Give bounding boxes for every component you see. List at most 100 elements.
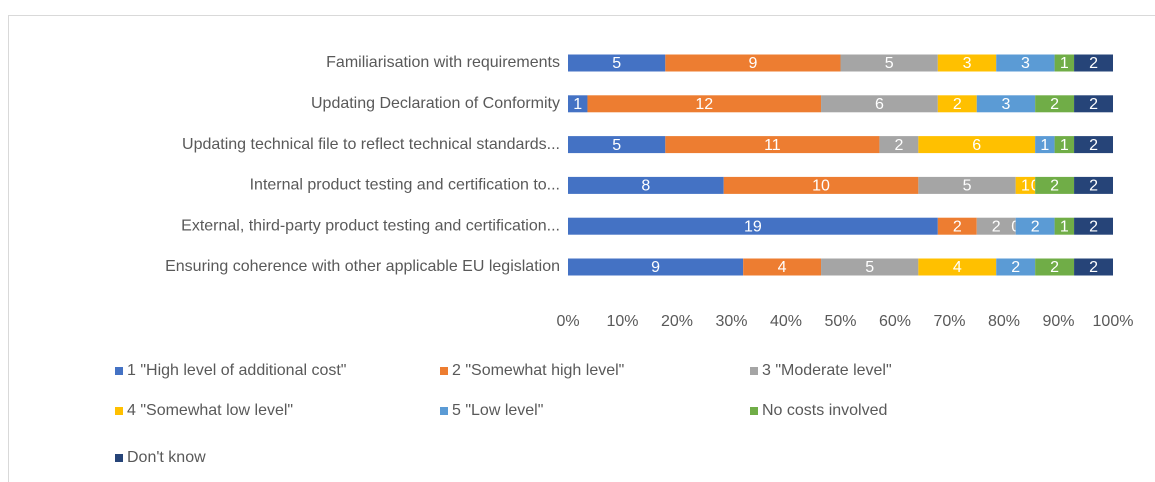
bar-segment (568, 95, 588, 113)
data-label: 1 (1040, 137, 1049, 154)
bar-segment (918, 258, 997, 276)
legend-label: No costs involved (762, 402, 887, 419)
data-label: 2 (1089, 178, 1098, 195)
data-label: 2 (1011, 259, 1020, 276)
data-label: 9 (651, 259, 660, 276)
x-tick-label: 0% (556, 313, 579, 330)
data-label: 12 (695, 96, 713, 113)
legend-swatch (115, 454, 123, 462)
data-label: 5 (885, 55, 894, 72)
bar-segment (1035, 176, 1075, 194)
legend-label: 4 "Somewhat low level" (127, 402, 293, 419)
bar-segment (996, 258, 1036, 276)
legend-swatch (440, 407, 448, 415)
x-tick-label: 100% (1093, 313, 1134, 330)
data-label: 5 (612, 137, 621, 154)
data-label: 2 (1089, 96, 1098, 113)
data-label: 1 (1060, 55, 1069, 72)
data-label: 8 (641, 178, 650, 195)
data-label: 2 (1050, 96, 1059, 113)
bar-segment (976, 95, 1036, 113)
x-tick-label: 60% (879, 313, 911, 330)
bar-segment (587, 95, 822, 113)
data-label: 6 (972, 137, 981, 154)
x-tick-label: 70% (933, 313, 965, 330)
bar-segment (1035, 136, 1055, 154)
category-label: Familiarisation with requirements (326, 54, 560, 71)
bar-segment (937, 95, 977, 113)
x-tick-label: 20% (661, 313, 693, 330)
legend-label: 3 "Moderate level" (762, 362, 892, 379)
bar-segment (937, 54, 997, 72)
chart-frame (8, 15, 1155, 482)
legend-label: 5 "Low level" (452, 402, 543, 419)
data-label: 5 (612, 55, 621, 72)
bar-segment (1074, 54, 1113, 72)
legend-swatch (440, 367, 448, 375)
data-label: 2 (953, 218, 962, 235)
data-label: 3 (963, 55, 972, 72)
category-label: Updating Declaration of Conformity (311, 95, 560, 112)
bar-segment (568, 217, 938, 235)
bar-segment (1074, 176, 1113, 194)
bar-segment (743, 258, 822, 276)
legend-label: Don't know (127, 449, 206, 466)
bar-segment (879, 136, 919, 154)
x-tick-label: 40% (770, 313, 802, 330)
data-label: 2 (1050, 259, 1059, 276)
data-label: 2 (992, 218, 1001, 235)
data-label: 2 (1089, 259, 1098, 276)
bar-segment (1015, 217, 1055, 235)
data-label: 4 (953, 259, 962, 276)
data-label: 3 (1021, 55, 1030, 72)
data-label: 1 (1060, 218, 1069, 235)
bar-segment (1035, 95, 1075, 113)
legend-label: 1 "High level of additional cost" (127, 362, 346, 379)
data-label: 3 (1001, 96, 1010, 113)
data-label: 19 (744, 218, 762, 235)
bar-segment (1054, 217, 1075, 235)
bar-segment (568, 258, 744, 276)
data-label: 2 (953, 96, 962, 113)
data-label: 11 (764, 137, 781, 154)
bar-segment (976, 217, 1016, 235)
data-label: 1 (573, 96, 582, 113)
data-label: 2 (1089, 137, 1098, 154)
data-label: 2 (894, 137, 903, 154)
bar-segment (918, 136, 1036, 154)
data-label: 2 (1089, 218, 1098, 235)
x-tick-label: 90% (1042, 313, 1074, 330)
x-tick-label: 80% (988, 313, 1020, 330)
bar-segment (840, 54, 938, 72)
bar-segment (1015, 176, 1036, 194)
bar-segment (821, 258, 919, 276)
category-label: External, third-party product testing an… (181, 217, 560, 234)
legend-label: 2 "Somewhat high level" (452, 362, 624, 379)
bar-segment (723, 176, 919, 194)
bar-segment (665, 54, 841, 72)
legend-swatch (750, 407, 758, 415)
data-label: 9 (748, 55, 757, 72)
category-label: Internal product testing and certificati… (250, 177, 560, 194)
bar-segment (821, 95, 938, 113)
data-label: 4 (778, 259, 787, 276)
data-label: 6 (875, 96, 884, 113)
data-label: 1 (1021, 178, 1030, 195)
bar-segment (1054, 54, 1075, 72)
bar-segment (918, 176, 1016, 194)
bar-segment (1074, 258, 1113, 276)
data-label: 1 (1060, 137, 1069, 154)
bar-segment (568, 176, 724, 194)
legend-swatch (750, 367, 758, 375)
data-label: 2 (1031, 218, 1040, 235)
x-tick-label: 30% (715, 313, 747, 330)
bar-segment (996, 54, 1055, 72)
bar-segment (568, 136, 666, 154)
bar-segment (1074, 136, 1113, 154)
bar-segment (1035, 258, 1075, 276)
x-tick-label: 10% (606, 313, 638, 330)
legend-swatch (115, 367, 123, 375)
category-label: Ensuring coherence with other applicable… (165, 258, 560, 275)
legend-swatch (115, 407, 123, 415)
